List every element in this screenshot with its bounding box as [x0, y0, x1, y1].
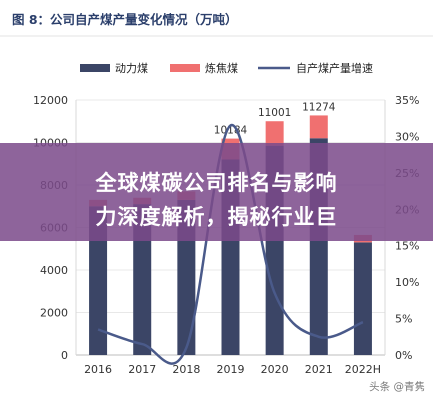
banner-line-2: 力深度解析，揭秘行业巨: [95, 205, 338, 229]
bar-coking-coal: [309, 115, 328, 139]
x-tick-label: 2016: [84, 363, 112, 376]
bar-thermal-coal: [133, 204, 152, 355]
x-tick-label: 2021: [305, 363, 333, 376]
y-right-tick-label: 0%: [395, 349, 412, 362]
y-left-tick-label: 12000: [33, 94, 68, 107]
overlay-banner: 全球煤碳公司排名与影响 力深度解析，揭秘行业巨: [0, 143, 433, 241]
bar-thermal-coal: [353, 242, 372, 355]
bar-thermal-coal: [89, 206, 108, 355]
x-tick-label: 2017: [128, 363, 156, 376]
y-right-tick-label: 35%: [395, 94, 419, 107]
y-left-tick-label: 4000: [40, 264, 68, 277]
y-right-tick-label: 30%: [395, 130, 419, 143]
legend-label-coking-coal: 炼焦煤: [205, 61, 238, 75]
data-label: 11001: [258, 107, 291, 119]
growth-rate-line: [97, 124, 364, 365]
y-left-tick-label: 0: [61, 349, 68, 362]
x-tick-label: 2019: [217, 363, 245, 376]
y-right-tick-label: 5%: [395, 313, 412, 326]
bar-coking-coal: [265, 121, 284, 146]
x-tick-label: 2020: [261, 363, 289, 376]
legend-label-thermal-coal: 动力煤: [115, 62, 148, 75]
y-right-tick-label: 10%: [395, 276, 419, 289]
watermark: 头条 @青隽: [369, 381, 425, 393]
legend-label-growth-rate: 自产煤产量增速: [296, 61, 373, 75]
data-label: 11274: [302, 101, 336, 113]
legend-swatch-thermal-coal: [80, 64, 110, 72]
figure-title: 图 8：公司自产煤产量变化情况（万吨）: [12, 12, 238, 27]
x-tick-label: 2022H: [345, 363, 381, 376]
x-tick-label: 2018: [172, 363, 200, 376]
y-left-tick-label: 2000: [40, 307, 68, 320]
legend-swatch-coking-coal: [170, 64, 200, 72]
y-right-tick-label: 15%: [395, 240, 419, 253]
banner-line-1: 全球煤碳公司排名与影响: [95, 171, 338, 195]
